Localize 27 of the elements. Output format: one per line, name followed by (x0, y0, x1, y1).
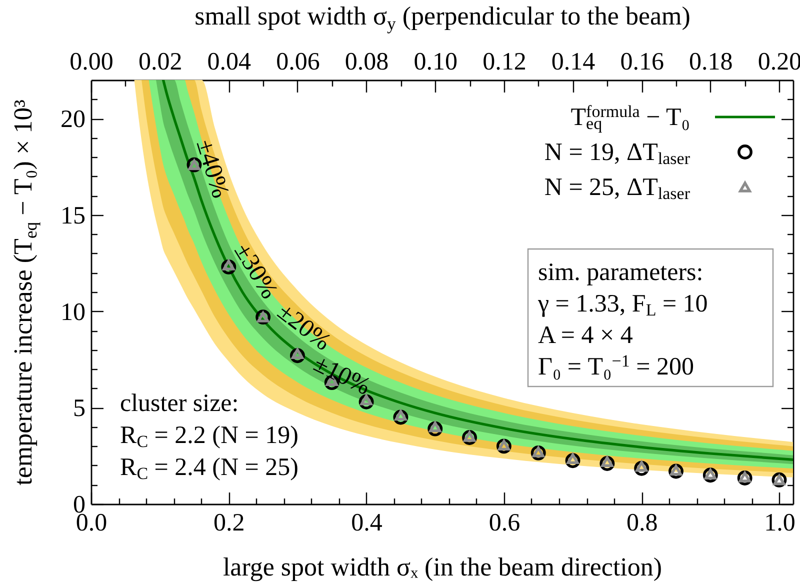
x-axis-title: large spot width σₓ (in the beam direction) (222, 552, 662, 582)
x2-tick-label: 0.12 (482, 48, 526, 76)
x2-tick-label: 0.08 (344, 48, 389, 76)
annotation: ±40% (190, 136, 234, 202)
x2-tick-label: 0.18 (689, 48, 733, 76)
x2-tick-label: 0.10 (414, 48, 458, 76)
x-tick-label: 0.6 (488, 510, 520, 536)
x-tick-label: 0.2 (214, 510, 245, 536)
x-tick-label: 1.0 (764, 510, 796, 536)
y-tick-label: 5 (73, 395, 86, 422)
x2-tick-label: 0.06 (276, 48, 320, 76)
x-tick-label: 0.4 (351, 510, 383, 536)
x2-tick-label: 0.14 (551, 48, 596, 76)
x2-axis-title: small spot width σ$_{y}$ (perpendicular to the beam) (194, 2, 690, 33)
y-tick-label: 10 (60, 298, 86, 326)
x2-tick-label: 0.16 (620, 48, 664, 76)
x2-tick-label: 0.00 (70, 48, 114, 76)
legend-label: N = 19, ΔT$_{laser}$ (544, 139, 690, 168)
annotation: sim. parameters: γ = 1.33, F$_{L}$ = 10 A = 4 × 4 Γ₀ = T₀$^{−1}$ = 200 (537, 259, 708, 380)
y-tick-label: 15 (60, 202, 86, 230)
x2-tick-label: 0.02 (138, 48, 182, 76)
annotation: cluster size: R$_{C}$ = 2.2 (N = 19) R$_{C}$ = 2.4 (N = 25) (120, 390, 298, 484)
x-tick-label: 0.8 (626, 510, 658, 536)
x2-tick-label: 0.04 (207, 48, 252, 76)
y-tick-label: 20 (60, 106, 86, 134)
legend-label: T$_{eq}$$^{formula}$ − T₀ (570, 102, 690, 134)
legend-label: N = 25, ΔT$_{laser}$ (544, 174, 690, 204)
